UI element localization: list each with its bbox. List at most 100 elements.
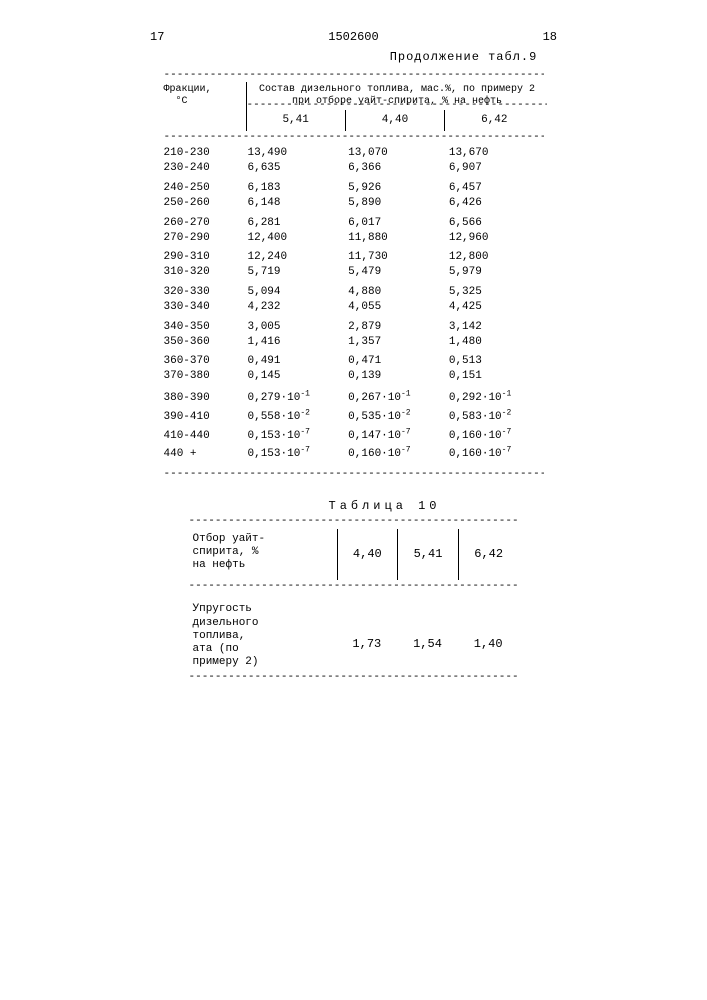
cell-val-1: 0,153·10-7	[242, 445, 343, 464]
table-10-row1-val-1: 4,40	[338, 529, 399, 581]
cell-val-2: 0,267·10-1	[342, 389, 443, 408]
table-10-row1-label: Отбор уайт-спирита, %на нефть	[189, 529, 338, 581]
cell-val-1: 0,279·10-1	[242, 389, 343, 408]
table-row: 440 +0,153·10-70,160·10-70,160·10-7	[164, 445, 544, 464]
continuation-title: Продолжение табл.9	[55, 50, 652, 64]
cell-val-1: 4,232	[242, 300, 343, 315]
cell-val-1: 6,183	[242, 181, 343, 196]
table-10-row2-val-2: 1,54	[397, 601, 458, 671]
cell-val-1: 6,635	[242, 161, 343, 176]
table-row: 250-2606,1485,8906,426	[164, 196, 544, 211]
table-10-header: Отбор уайт-спирита, %на нефть 4,40 5,41 …	[189, 529, 519, 581]
cell-fraction: 410-440	[164, 427, 242, 446]
cell-fraction: 440 +	[164, 445, 242, 464]
table-row: 330-3404,2324,0554,425	[164, 300, 544, 315]
table-row: 240-2506,1835,9266,457	[164, 181, 544, 196]
cell-fraction: 250-260	[164, 196, 242, 211]
dash-line: ----------------------------------------…	[164, 468, 544, 481]
table-9-body: 210-23013,49013,07013,670230-2406,6356,3…	[164, 146, 544, 464]
table-row: 410-4400,153·10-70,147·10-70,160·10-7	[164, 427, 544, 446]
cell-val-3: 4,425	[443, 300, 544, 315]
table-9-subcol-2: 4,40	[346, 110, 445, 131]
cell-val-3: 0,583·10-2	[443, 408, 544, 427]
cell-fraction: 340-350	[164, 320, 242, 335]
cell-fraction: 240-250	[164, 181, 242, 196]
table-row: 310-3205,7195,4795,979	[164, 265, 544, 280]
cell-fraction: 320-330	[164, 285, 242, 300]
cell-val-3: 6,566	[443, 216, 544, 231]
cell-fraction: 230-240	[164, 161, 242, 176]
table-10-row1-val-3: 6,42	[459, 529, 519, 581]
table-9-header-row-2: ----------------------------------------…	[164, 110, 544, 131]
dash-line: ----------------------------------------…	[247, 99, 547, 112]
cell-val-2: 5,479	[342, 265, 443, 280]
cell-fraction: 330-340	[164, 300, 242, 315]
top-line: 17 1502600 18	[55, 30, 652, 44]
table-10-row2-val-3: 1,40	[458, 601, 519, 671]
cell-fraction: 380-390	[164, 389, 242, 408]
table-10-row1-val-2: 5,41	[398, 529, 459, 581]
table-row: 370-3800,1450,1390,151	[164, 369, 544, 384]
table-10-body: Упругостьдизельноготоплива,ата (попример…	[189, 601, 519, 671]
table-row: 360-3700,4910,4710,513	[164, 354, 544, 369]
cell-val-1: 12,240	[242, 250, 343, 265]
table-row: 320-3305,0944,8805,325	[164, 285, 544, 300]
dash-line: ----------------------------------------…	[164, 131, 544, 144]
cell-val-2: 11,880	[342, 231, 443, 246]
table-9-header-fractions: Фракции, °C	[164, 82, 247, 110]
table-row: 340-3503,0052,8793,142	[164, 320, 544, 335]
cell-val-3: 5,325	[443, 285, 544, 300]
cell-val-1: 0,491	[242, 354, 343, 369]
cell-val-1: 6,148	[242, 196, 343, 211]
cell-fraction: 350-360	[164, 335, 242, 350]
dash-line: ----------------------------------------…	[164, 69, 544, 82]
table-row: 210-23013,49013,07013,670	[164, 146, 544, 161]
dash-line: ----------------------------------------…	[189, 671, 519, 684]
cell-fraction: 260-270	[164, 216, 242, 231]
table-9-subcol-1: 5,41	[247, 110, 346, 131]
cell-fraction: 270-290	[164, 231, 242, 246]
table-10-title: Таблица 10	[189, 499, 519, 513]
cell-val-1: 5,094	[242, 285, 343, 300]
cell-val-3: 6,426	[443, 196, 544, 211]
page-num-right: 18	[543, 30, 557, 44]
cell-val-1: 13,490	[242, 146, 343, 161]
cell-fraction: 210-230	[164, 146, 242, 161]
cell-fraction: 310-320	[164, 265, 242, 280]
table-10-row2-val-1: 1,73	[337, 601, 398, 671]
cell-val-3: 0,160·10-7	[443, 427, 544, 446]
cell-val-3: 5,979	[443, 265, 544, 280]
cell-val-3: 3,142	[443, 320, 544, 335]
cell-val-3: 0,513	[443, 354, 544, 369]
cell-val-1: 12,400	[242, 231, 343, 246]
table-row: 230-2406,6356,3666,907	[164, 161, 544, 176]
cell-val-2: 5,890	[342, 196, 443, 211]
table-row: 260-2706,2816,0176,566	[164, 216, 544, 231]
cell-val-3: 0,160·10-7	[443, 445, 544, 464]
cell-val-2: 0,139	[342, 369, 443, 384]
table-9-subcol-3: 6,42	[445, 110, 543, 131]
cell-val-3: 6,907	[443, 161, 544, 176]
cell-val-2: 6,366	[342, 161, 443, 176]
cell-val-3: 0,292·10-1	[443, 389, 544, 408]
table-10: Таблица 10 -----------------------------…	[189, 499, 519, 684]
cell-val-1: 1,416	[242, 335, 343, 350]
dash-line: ----------------------------------------…	[189, 580, 519, 593]
cell-fraction: 360-370	[164, 354, 242, 369]
table-10-row2-label: Упругостьдизельноготоплива,ата (попример…	[189, 601, 337, 671]
cell-val-2: 0,160·10-7	[342, 445, 443, 464]
table-9: ----------------------------------------…	[164, 69, 544, 481]
cell-val-3: 13,670	[443, 146, 544, 161]
table-row: 350-3601,4161,3571,480	[164, 335, 544, 350]
cell-val-2: 0,147·10-7	[342, 427, 443, 446]
cell-val-2: 0,535·10-2	[342, 408, 443, 427]
cell-val-2: 6,017	[342, 216, 443, 231]
doc-number: 1502600	[328, 30, 378, 44]
cell-val-2: 0,471	[342, 354, 443, 369]
cell-val-1: 5,719	[242, 265, 343, 280]
cell-val-3: 12,800	[443, 250, 544, 265]
cell-val-2: 4,055	[342, 300, 443, 315]
table-row: 270-29012,40011,88012,960	[164, 231, 544, 246]
cell-val-2: 2,879	[342, 320, 443, 335]
cell-fraction: 390-410	[164, 408, 242, 427]
